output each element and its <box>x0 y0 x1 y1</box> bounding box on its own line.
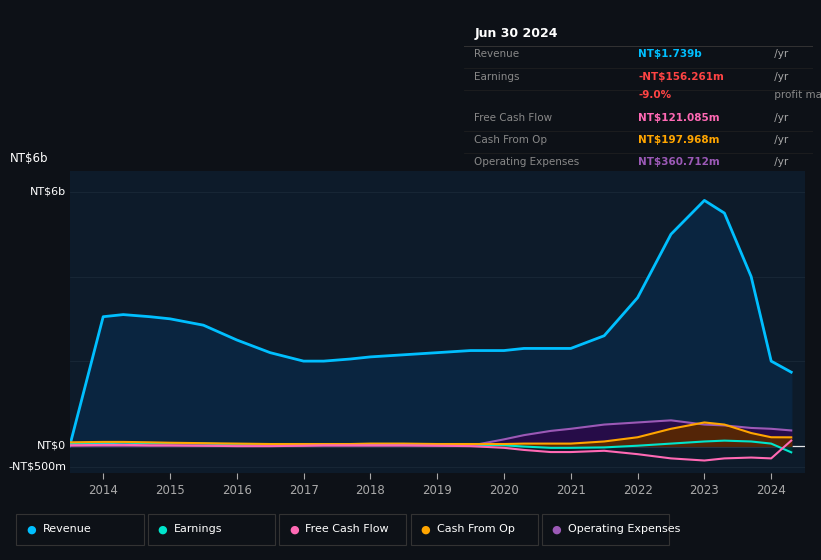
Text: Free Cash Flow: Free Cash Flow <box>475 113 553 123</box>
Text: Operating Expenses: Operating Expenses <box>475 157 580 167</box>
Text: Revenue: Revenue <box>475 49 520 59</box>
Text: /yr: /yr <box>771 72 788 82</box>
Text: NT$197.968m: NT$197.968m <box>639 135 720 145</box>
Text: /yr: /yr <box>771 113 788 123</box>
Text: ●: ● <box>26 524 36 534</box>
Text: -9.0%: -9.0% <box>639 90 672 100</box>
Text: profit margin: profit margin <box>771 90 821 100</box>
Text: -NT$500m: -NT$500m <box>8 462 67 472</box>
Text: ●: ● <box>158 524 167 534</box>
Text: Free Cash Flow: Free Cash Flow <box>305 524 389 534</box>
Text: /yr: /yr <box>771 157 788 167</box>
Text: /yr: /yr <box>771 49 788 59</box>
Text: -NT$156.261m: -NT$156.261m <box>639 72 724 82</box>
Text: Earnings: Earnings <box>174 524 222 534</box>
Text: /yr: /yr <box>771 135 788 145</box>
Text: Jun 30 2024: Jun 30 2024 <box>475 27 557 40</box>
Text: NT$0: NT$0 <box>37 441 67 451</box>
Text: NT$6b: NT$6b <box>10 152 48 165</box>
Text: ●: ● <box>420 524 430 534</box>
Text: Cash From Op: Cash From Op <box>475 135 548 145</box>
Text: NT$360.712m: NT$360.712m <box>639 157 720 167</box>
Text: Earnings: Earnings <box>475 72 520 82</box>
Text: Revenue: Revenue <box>43 524 91 534</box>
Text: NT$121.085m: NT$121.085m <box>639 113 720 123</box>
Text: NT$1.739b: NT$1.739b <box>639 49 702 59</box>
Text: ●: ● <box>552 524 562 534</box>
Text: ●: ● <box>289 524 299 534</box>
Text: Cash From Op: Cash From Op <box>437 524 515 534</box>
Text: Operating Expenses: Operating Expenses <box>568 524 681 534</box>
Text: NT$6b: NT$6b <box>30 187 67 197</box>
